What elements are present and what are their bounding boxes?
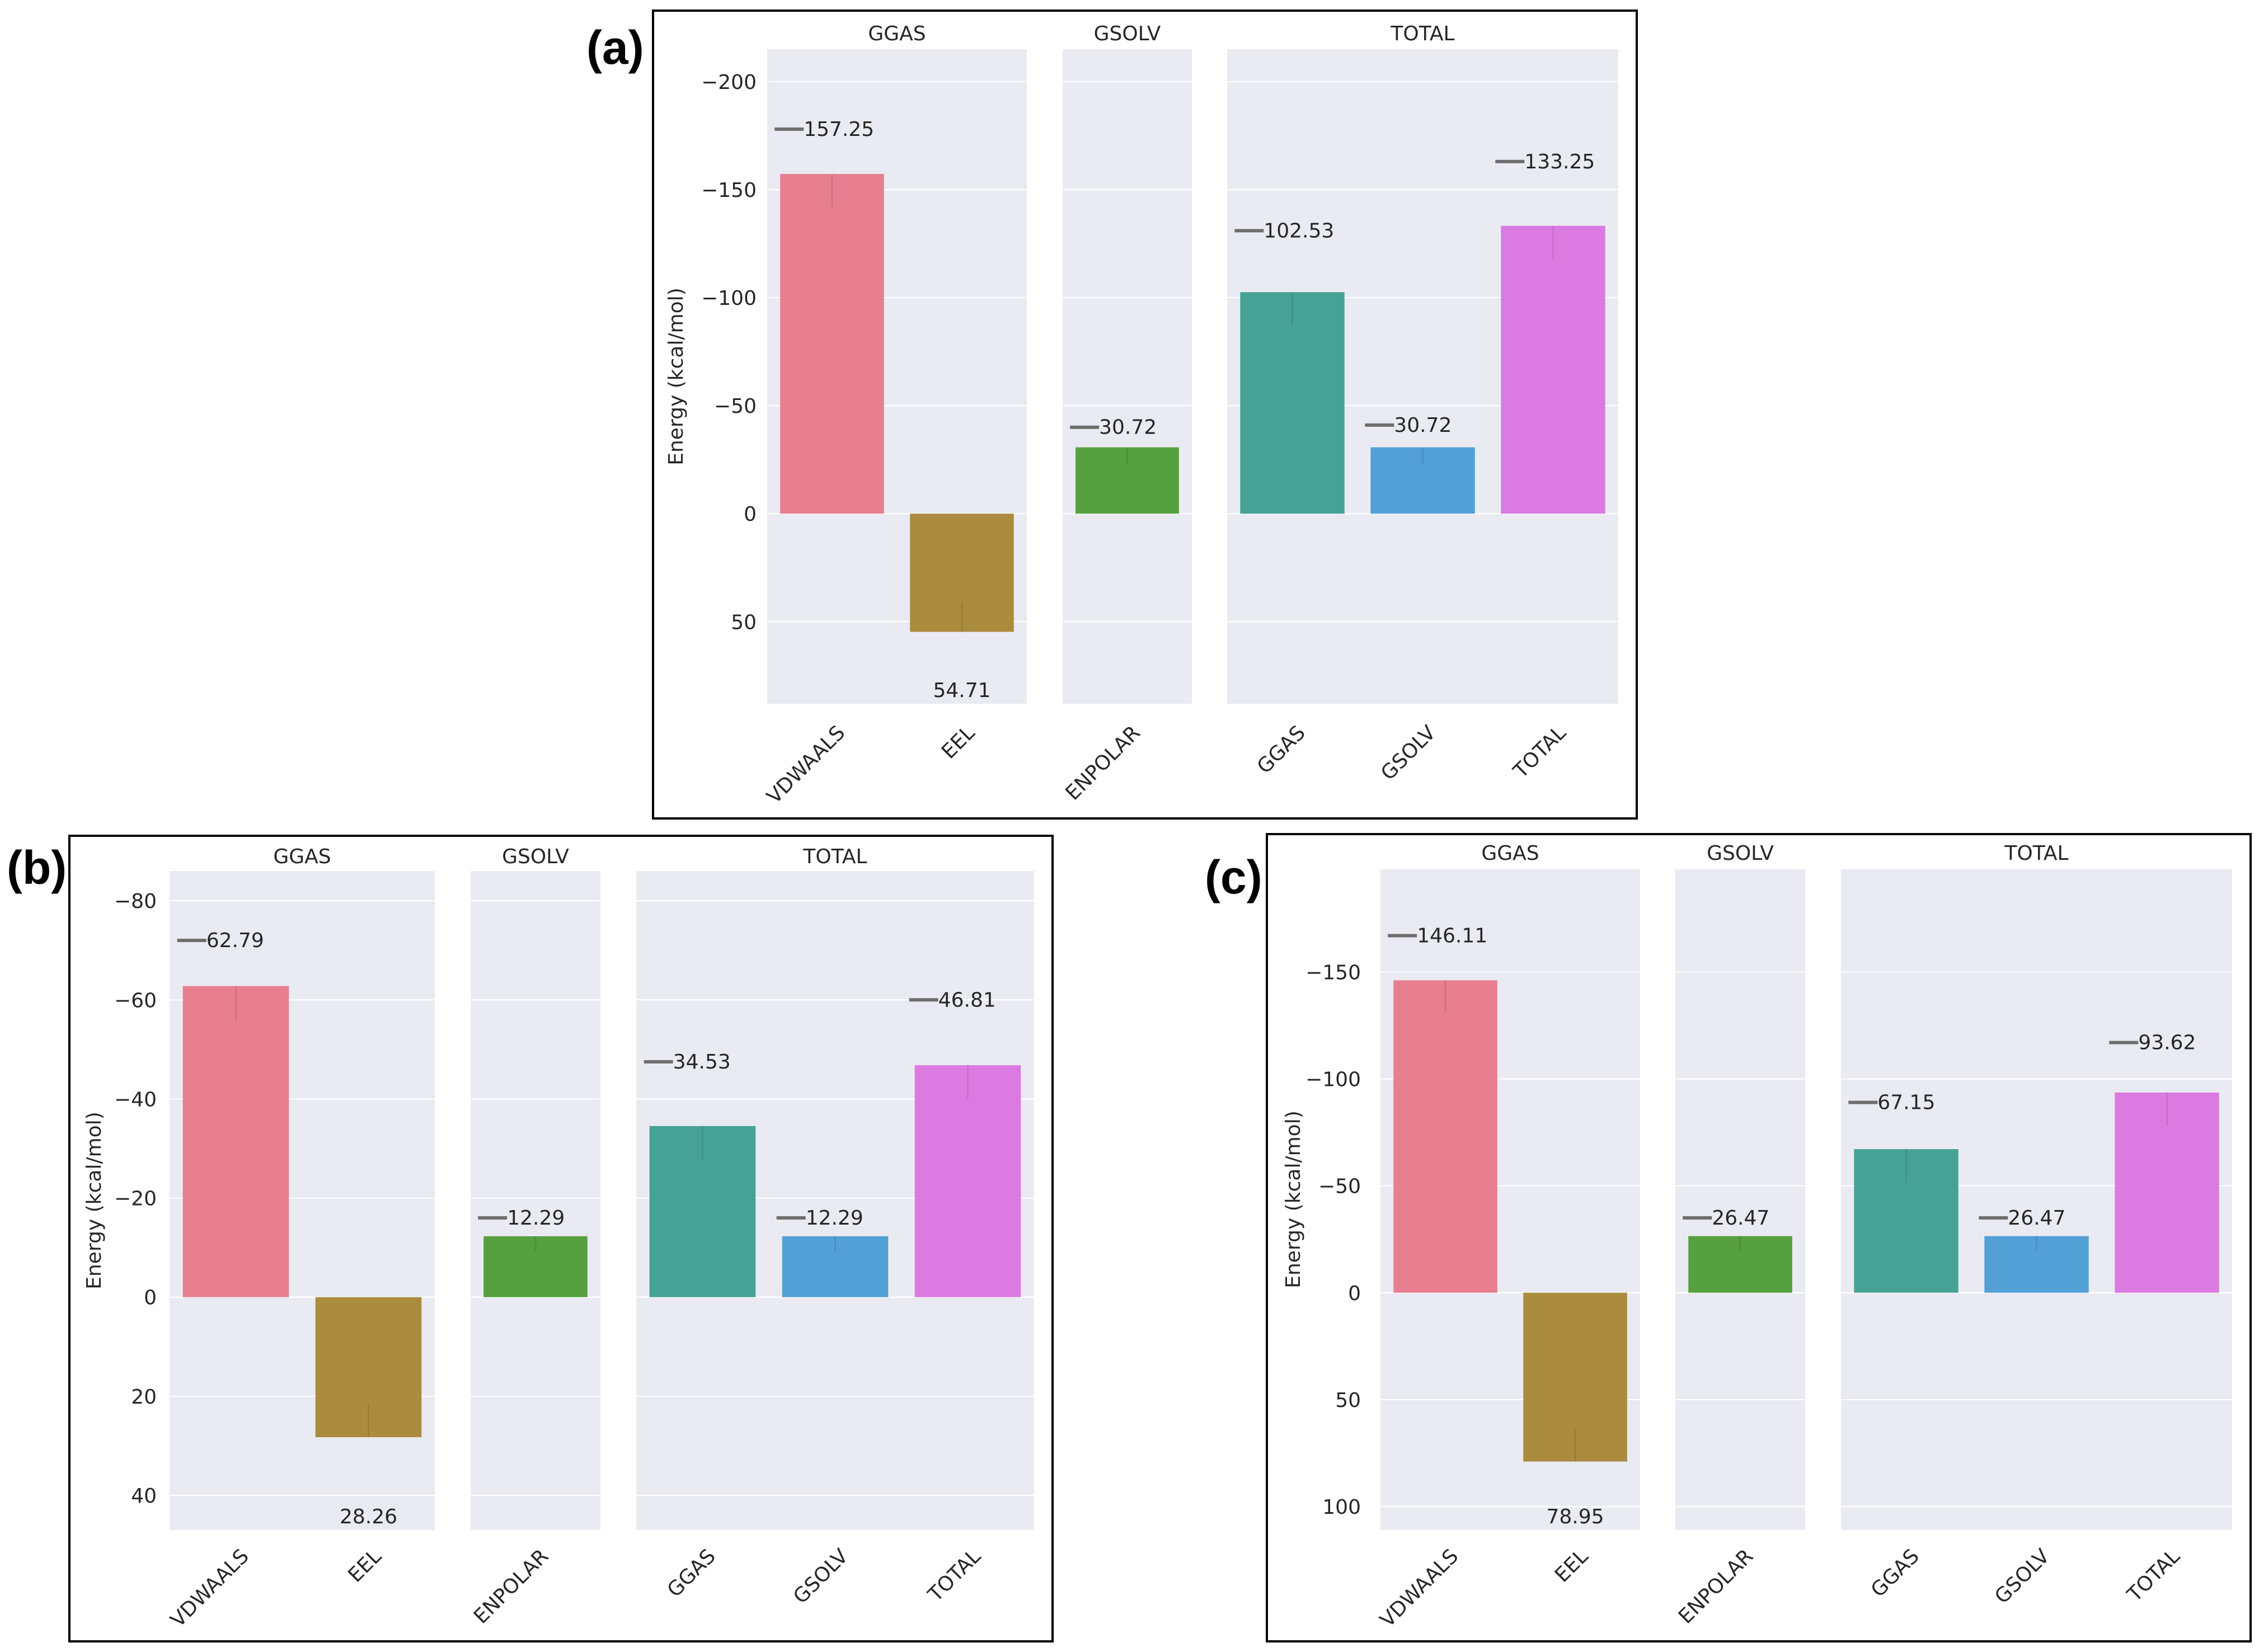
p0-ylabel: Energy (kcal/mol) — [665, 288, 688, 465]
p2-ytick-label-5: −150 — [1305, 961, 1361, 984]
p1-facet-1-title: GSOLV — [502, 845, 569, 868]
p2-facet-0-title: GGAS — [1481, 842, 1539, 865]
p0-ytick-label-0: 50 — [731, 611, 757, 634]
p2-bar-ggas-2-value-label: 67.15 — [1877, 1091, 1935, 1114]
p0-facet-1-title: GSOLV — [1094, 22, 1161, 45]
p2-ytick-label-1: 50 — [1335, 1389, 1361, 1412]
p1-facet-2-title: TOTAL — [802, 845, 867, 868]
p1-ytick-label-1: 20 — [131, 1386, 157, 1409]
p2-ytick-label-4: −100 — [1305, 1069, 1361, 1091]
p0-bar-vdwaals-0 — [780, 174, 884, 514]
p0-bar-gsolv-2-value-label: 30.72 — [1394, 414, 1452, 437]
panel-a: (a) GGAS GSOLV TOTAL 50 0 −50 −100 −150 −200 Ener… — [586, 11, 1637, 818]
p2-ylabel: Energy (kcal/mol) — [1282, 1110, 1305, 1288]
p0-bar-total-2 — [1501, 226, 1605, 514]
panel-b: (b) GGAS GSOLV TOTAL 40 20 0 −20 −40 −60 −80 Energ… — [7, 836, 1053, 1641]
p0-ytick-label-2: −50 — [714, 395, 757, 418]
p1-ytick-label-0: 40 — [131, 1485, 157, 1508]
p2-facet-1-background — [1675, 869, 1805, 1530]
p0-facet-1-background — [1063, 49, 1192, 704]
p1-ytick-label-3: −20 — [114, 1188, 157, 1211]
p1-bar-total-2 — [915, 1065, 1021, 1297]
p0-facet-2-title: TOTAL — [1390, 22, 1454, 45]
figure: (a) GGAS GSOLV TOTAL500−50−100−150−200Ener… — [0, 0, 2259, 1652]
p1-bar-gsolv-2-value-label: 12.29 — [806, 1207, 863, 1230]
p2-ytick-label-2: 0 — [1348, 1282, 1361, 1305]
p2-ytick-label-3: −50 — [1318, 1175, 1361, 1198]
p0-bar-vdwaals-0-value-label: 157.25 — [804, 118, 874, 141]
p0-bar-eel-0-value-label: 54.71 — [933, 679, 990, 702]
p0-facet-0-title: GGAS — [868, 22, 926, 45]
p0-ytick-label-1: 0 — [744, 503, 757, 526]
p0-ytick-label-3: −100 — [701, 287, 757, 310]
panel-c-label: (c) — [1205, 851, 1262, 903]
p1-ytick-label-4: −40 — [114, 1088, 157, 1111]
p1-facet-0-title: GGAS — [273, 845, 331, 868]
p1-bar-enpolar-1-value-label: 12.29 — [507, 1207, 565, 1230]
p0-ytick-label-5: −200 — [701, 71, 757, 94]
p1-ytick-label-5: −60 — [114, 989, 157, 1012]
p2-facet-2-title: TOTAL — [2004, 842, 2068, 865]
p1-ylabel: Energy (kcal/mol) — [83, 1112, 106, 1289]
p1-bar-ggas-2-value-label: 34.53 — [673, 1051, 731, 1074]
p1-bar-eel-0-value-label: 28.26 — [340, 1505, 397, 1528]
p1-bar-vdwaals-0 — [183, 986, 289, 1297]
p1-ytick-label-6: −80 — [114, 890, 157, 913]
panel-c: (c) GGAS GSOLV TOTAL 100 50 0 −50 −100 −150 Energ… — [1205, 834, 2251, 1641]
p1-bar-total-2-value-label: 46.81 — [938, 989, 996, 1011]
p0-bar-ggas-2-value-label: 102.53 — [1264, 219, 1334, 242]
p2-bar-vdwaals-0-value-label: 146.11 — [1417, 924, 1487, 947]
p1-bar-vdwaals-0-value-label: 62.79 — [206, 929, 264, 952]
p2-bar-vdwaals-0 — [1393, 980, 1497, 1292]
p2-facet-1-title: GSOLV — [1707, 842, 1774, 865]
p0-bar-total-2-value-label: 133.25 — [1524, 150, 1595, 173]
p2-bar-total-2-value-label: 93.62 — [2138, 1032, 2196, 1055]
p0-ytick-label-4: −150 — [701, 179, 757, 202]
p2-bar-enpolar-1-value-label: 26.47 — [1712, 1207, 1769, 1230]
p1-facet-1-background — [471, 871, 600, 1530]
panel-a-label: (a) — [586, 21, 644, 74]
p2-ytick-label-0: 100 — [1322, 1496, 1361, 1519]
p2-bar-gsolv-2-value-label: 26.47 — [2008, 1207, 2065, 1230]
panel-b-label: (b) — [7, 841, 67, 894]
p2-bar-eel-0-value-label: 78.95 — [1546, 1505, 1604, 1528]
p1-ytick-label-2: 0 — [144, 1287, 157, 1310]
p0-bar-enpolar-1-value-label: 30.72 — [1099, 416, 1157, 439]
